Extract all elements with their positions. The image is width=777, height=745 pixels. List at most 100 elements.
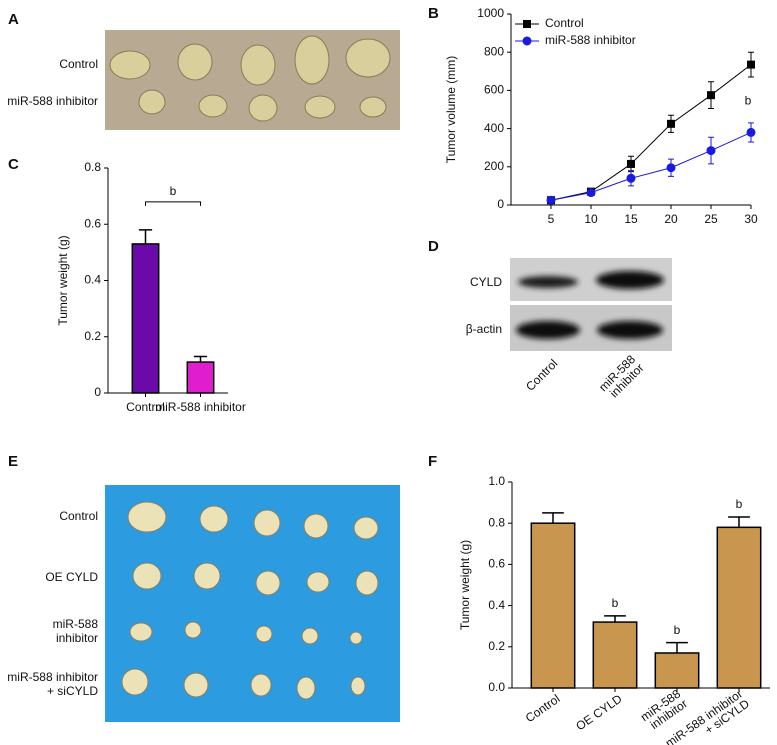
x-tick-label: 20 xyxy=(664,212,678,226)
y-tick-label: 1.0 xyxy=(488,474,505,488)
tumor xyxy=(253,509,281,537)
x-tick-label: 10 xyxy=(584,212,598,226)
panel-letter: D xyxy=(428,238,439,255)
significance-label: b xyxy=(170,184,177,198)
tumor xyxy=(198,94,228,118)
x-tick-label: Control xyxy=(523,692,563,726)
error-bar xyxy=(666,641,688,653)
blot-label: β-actin xyxy=(466,322,502,336)
y-tick-label: 600 xyxy=(484,83,504,97)
x-tick-label-line: Control xyxy=(523,692,563,726)
x-tick-label: 25 xyxy=(704,212,718,226)
marker xyxy=(627,159,635,168)
y-tick-label: 800 xyxy=(484,44,504,58)
band xyxy=(516,321,580,339)
significance-label: b xyxy=(674,623,681,637)
tumor xyxy=(132,562,162,590)
bar xyxy=(131,243,160,394)
tumor xyxy=(248,94,278,122)
tumor xyxy=(345,38,391,78)
marker xyxy=(586,188,596,198)
band xyxy=(597,321,663,339)
tumor xyxy=(199,505,229,533)
x-tick-label: 5 xyxy=(548,212,555,226)
y-tick-label: 0 xyxy=(497,197,504,211)
tumor xyxy=(296,676,316,700)
error-bar xyxy=(542,512,564,524)
photo-label: OE CYLD xyxy=(45,570,98,584)
y-tick-label: 400 xyxy=(484,121,504,135)
y-tick-label: 0.0 xyxy=(488,680,505,694)
panel-letter: C xyxy=(8,156,19,173)
series-line xyxy=(550,64,752,201)
tumor xyxy=(349,631,363,645)
legend-marker xyxy=(523,20,531,28)
tumor xyxy=(350,676,366,696)
photo-label: inhibitor xyxy=(56,631,98,645)
error-bar xyxy=(138,229,153,244)
bar xyxy=(716,526,762,689)
panel-letter: F xyxy=(428,453,437,470)
bar xyxy=(592,621,638,689)
bar xyxy=(530,522,576,689)
series-line xyxy=(550,131,752,201)
tumor xyxy=(138,89,166,115)
panel-letter: B xyxy=(428,5,439,22)
y-axis-title: Tumor weight (g) xyxy=(458,540,472,630)
y-tick-label: 1000 xyxy=(477,6,504,20)
x-tick-label-line: OE CYLD xyxy=(573,691,624,733)
tumor xyxy=(184,621,202,639)
y-axis-title: Tumor volume (mm) xyxy=(444,56,458,164)
error-bar xyxy=(193,355,208,363)
legend-label: Control xyxy=(545,16,584,30)
significance-label: b xyxy=(745,94,752,108)
tumor xyxy=(355,570,379,596)
tumor xyxy=(301,627,319,645)
lane-label: Control xyxy=(523,356,560,393)
tumor xyxy=(303,513,329,539)
y-tick-label: 0.2 xyxy=(84,329,101,343)
photo-label: miR-588 inhibitor xyxy=(7,94,98,108)
tumor xyxy=(294,35,330,85)
panel-letter: A xyxy=(8,11,19,28)
comparison-bracket xyxy=(145,201,201,206)
marker xyxy=(707,91,715,100)
y-tick-label: 0.6 xyxy=(84,216,101,230)
marker xyxy=(666,163,676,173)
significance-label: b xyxy=(612,596,619,610)
tumor xyxy=(127,501,167,533)
bar xyxy=(186,361,215,394)
tumor xyxy=(353,516,379,540)
tumor xyxy=(193,562,221,590)
marker xyxy=(746,127,756,137)
x-tick-label: 15 xyxy=(624,212,638,226)
tumor xyxy=(121,668,149,696)
legend-label: miR-588 inhibitor xyxy=(545,33,636,47)
tumor xyxy=(255,570,281,596)
x-tick-label: OE CYLD xyxy=(573,691,624,733)
tumor xyxy=(177,43,213,81)
marker xyxy=(626,173,636,183)
tumor xyxy=(109,50,151,80)
tumor xyxy=(240,44,276,86)
y-axis-title: Tumor weight (g) xyxy=(56,235,70,325)
x-tick-label: miR-588 inhibitor xyxy=(155,400,246,414)
error-bar xyxy=(604,615,626,623)
y-tick-label: 0 xyxy=(94,385,101,399)
error-bar xyxy=(728,516,750,528)
y-tick-label: 0.6 xyxy=(488,557,505,571)
tumor xyxy=(306,571,330,593)
legend-marker xyxy=(522,36,532,46)
photo-label: Control xyxy=(59,57,98,71)
blot-label: CYLD xyxy=(470,275,502,289)
panel-letter: E xyxy=(8,453,18,470)
y-tick-label: 0.2 xyxy=(488,639,505,653)
y-tick-label: 0.8 xyxy=(84,160,101,174)
y-tick-label: 0.8 xyxy=(488,515,505,529)
tumor xyxy=(304,95,336,119)
marker xyxy=(747,60,755,69)
tumor xyxy=(250,673,272,697)
